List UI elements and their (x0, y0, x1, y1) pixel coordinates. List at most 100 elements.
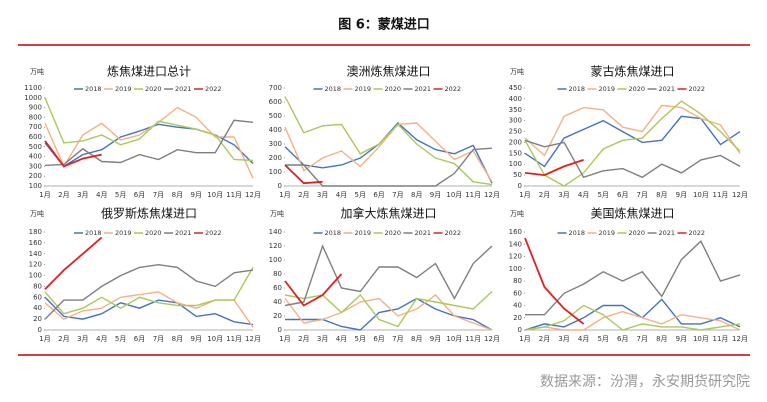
legend-label: 2021 (415, 229, 432, 237)
series-line (284, 244, 493, 307)
y-tick-label: 120 (269, 242, 282, 250)
x-tick-label: 8月 (172, 191, 183, 199)
legend-label: 2018 (569, 85, 586, 93)
x-tick-label: 1月 (519, 335, 530, 343)
y-tick-label: 400 (29, 153, 42, 161)
x-tick-label: 5月 (115, 191, 126, 199)
y-tick-label: 80 (513, 277, 522, 285)
y-tick-label: 900 (29, 104, 42, 112)
legend-label: 2022 (205, 229, 222, 237)
x-tick-label: 9月 (676, 335, 687, 343)
y-tick-label: 200 (29, 172, 42, 180)
chart-title: 炼焦煤进口总计 (107, 64, 191, 79)
y-tick-label: 100 (29, 182, 42, 190)
y-tick-label: 60 (33, 293, 42, 301)
y-tick-label: 180 (29, 228, 42, 236)
x-tick-label: 2月 (298, 191, 309, 199)
x-tick-label: 4月 (578, 191, 589, 199)
x-tick-label: 4月 (336, 191, 347, 199)
legend-label: 2021 (415, 85, 432, 93)
y-tick-label: 120 (29, 261, 42, 269)
y-tick-label: 60 (273, 284, 282, 292)
series-line (44, 236, 103, 290)
x-tick-label: 7月 (637, 191, 648, 199)
legend-label: 2020 (145, 229, 162, 237)
x-tick-label: 10月 (446, 335, 462, 343)
x-tick-label: 8月 (411, 335, 422, 343)
x-tick-label: 12月 (484, 191, 500, 199)
series-line (284, 273, 343, 307)
series-line (524, 310, 741, 331)
y-tick-label: 400 (269, 126, 282, 134)
x-tick-label: 5月 (597, 191, 608, 199)
x-tick-label: 3月 (317, 191, 328, 199)
x-tick-label: 2月 (539, 191, 550, 199)
y-tick-label: 100 (269, 256, 282, 264)
y-tick-label: 40 (273, 298, 282, 306)
y-tick-label: 300 (269, 140, 282, 148)
series-line (284, 164, 323, 185)
x-tick-label: 12月 (245, 191, 261, 199)
y-tick-label: 120 (509, 253, 522, 261)
series-line (44, 296, 254, 326)
y-tick-label: 200 (269, 154, 282, 162)
x-tick-label: 12月 (732, 335, 748, 343)
y-tick-label: 500 (29, 143, 42, 151)
series-line (44, 140, 102, 168)
x-tick-label: 10月 (207, 191, 223, 199)
figure-title: 图 6：蒙煤进口 (338, 17, 430, 33)
y-tick-label: 1000 (24, 94, 42, 102)
x-tick-label: 9月 (430, 335, 441, 343)
y-tick-label: 100 (29, 272, 42, 280)
series-line (524, 298, 741, 331)
x-tick-label: 4月 (96, 191, 107, 199)
x-tick-label: 11月 (712, 335, 728, 343)
legend-label: 2021 (659, 85, 676, 93)
y-tick-label: 40 (513, 302, 522, 310)
x-tick-label: 1月 (519, 191, 530, 199)
x-tick-label: 12月 (484, 335, 500, 343)
x-tick-label: 2月 (58, 335, 69, 343)
x-tick-label: 8月 (656, 335, 667, 343)
legend-label: 2019 (115, 85, 132, 93)
x-tick-label: 10月 (446, 191, 462, 199)
y-tick-label: 700 (269, 84, 282, 92)
x-tick-label: 1月 (39, 191, 50, 199)
x-tick-label: 4月 (96, 335, 107, 343)
y-tick-label: 100 (269, 168, 282, 176)
y-tick-label: 0 (38, 326, 42, 334)
source: 数据来源：汾渭，永安期货研究院 (540, 373, 750, 390)
legend-label: 2020 (145, 85, 162, 93)
y-tick-label: 40 (33, 304, 42, 312)
x-tick-label: 6月 (617, 191, 628, 199)
legend-label: 2018 (325, 229, 342, 237)
x-tick-label: 3月 (317, 335, 328, 343)
y-tick-label: 1100 (24, 84, 42, 92)
x-tick-label: 8月 (656, 191, 667, 199)
x-tick-label: 3月 (558, 335, 569, 343)
series-line (284, 122, 493, 184)
x-tick-label: 4月 (336, 335, 347, 343)
y-tick-label: 140 (29, 250, 42, 258)
y-tick-label: 160 (509, 228, 522, 236)
legend-label: 2019 (599, 229, 616, 237)
y-axis-label: 万吨 (270, 209, 284, 218)
x-tick-label: 6月 (617, 335, 628, 343)
y-tick-label: 50 (513, 171, 522, 179)
chart-title: 澳洲炼焦煤进口 (346, 64, 430, 79)
x-tick-label: 12月 (732, 191, 748, 199)
x-tick-label: 8月 (172, 335, 183, 343)
y-tick-label: 20 (513, 314, 522, 322)
series-line (44, 267, 254, 315)
legend-label: 2021 (659, 229, 676, 237)
x-tick-label: 9月 (676, 191, 687, 199)
legend-label: 2021 (175, 85, 192, 93)
x-tick-label: 10月 (693, 335, 709, 343)
y-tick-label: 700 (29, 123, 42, 131)
y-tick-label: 600 (29, 133, 42, 141)
y-tick-label: 350 (509, 106, 522, 114)
y-axis-label: 万吨 (30, 67, 44, 76)
series-line (284, 122, 493, 183)
y-tick-label: 450 (509, 84, 522, 92)
